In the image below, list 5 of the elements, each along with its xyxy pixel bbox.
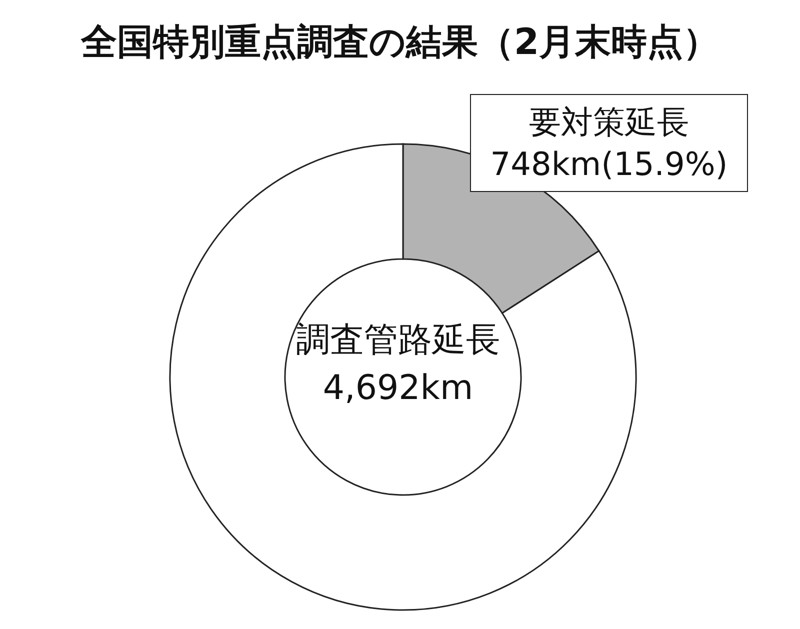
data-label: 748km(15.9%)	[489, 144, 729, 185]
slice-label: 要対策延長	[528, 102, 690, 143]
text: 調査管路延長	[295, 319, 501, 362]
chart-title: 全国特別重点調査の結果（2月末時点）	[80, 21, 720, 65]
text: 4,692km	[322, 367, 474, 410]
